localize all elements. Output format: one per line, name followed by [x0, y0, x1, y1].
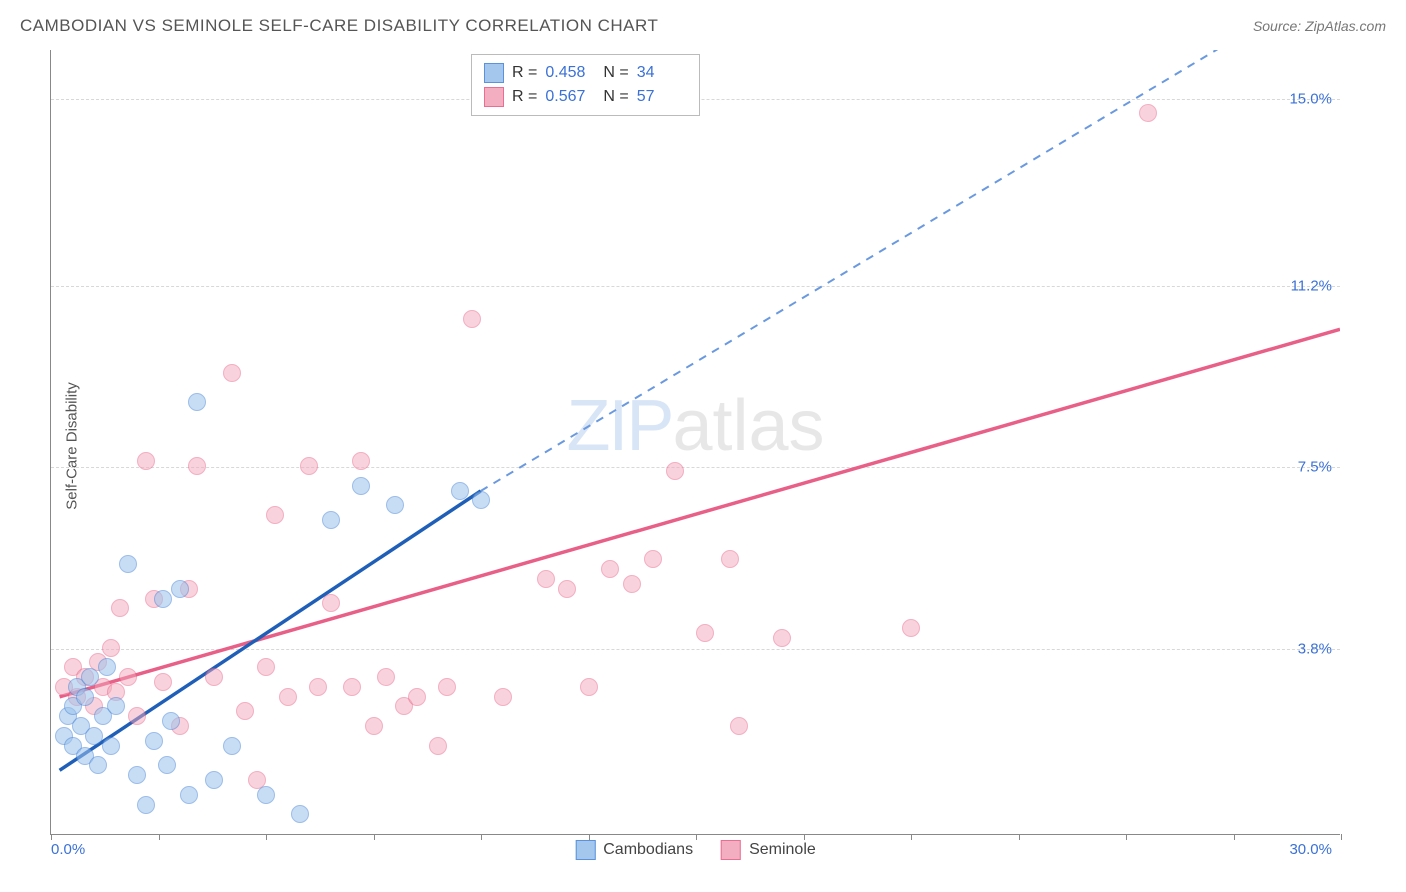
x-tick	[1019, 834, 1020, 840]
scatter-point-cambodians	[154, 590, 172, 608]
scatter-point-seminole	[377, 668, 395, 686]
stats-legend: R = 0.458 N = 34 R = 0.567 N = 57	[471, 54, 700, 116]
scatter-point-seminole	[205, 668, 223, 686]
scatter-point-seminole	[279, 688, 297, 706]
scatter-point-seminole	[111, 599, 129, 617]
watermark: ZIPatlas	[566, 385, 824, 467]
source-credit: Source: ZipAtlas.com	[1253, 18, 1386, 34]
x-tick	[481, 834, 482, 840]
scatter-point-seminole	[721, 550, 739, 568]
scatter-point-cambodians	[386, 496, 404, 514]
x-tick	[159, 834, 160, 840]
scatter-point-cambodians	[128, 766, 146, 784]
x-tick	[911, 834, 912, 840]
scatter-point-seminole	[463, 310, 481, 328]
scatter-point-cambodians	[188, 393, 206, 411]
scatter-point-cambodians	[352, 477, 370, 495]
scatter-point-seminole	[137, 452, 155, 470]
scatter-point-seminole	[580, 678, 598, 696]
scatter-point-cambodians	[322, 511, 340, 529]
swatch-seminole	[484, 87, 504, 107]
legend-swatch-cambodians	[575, 840, 595, 860]
scatter-point-seminole	[257, 658, 275, 676]
scatter-point-seminole	[188, 457, 206, 475]
gridline	[51, 286, 1340, 287]
scatter-point-seminole	[623, 575, 641, 593]
scatter-point-cambodians	[180, 786, 198, 804]
y-tick-label: 15.0%	[1289, 91, 1332, 108]
scatter-point-seminole	[365, 717, 383, 735]
scatter-point-seminole	[154, 673, 172, 691]
legend-label-seminole: Seminole	[749, 841, 816, 859]
scatter-point-seminole	[343, 678, 361, 696]
x-tick	[1341, 834, 1342, 840]
legend-swatch-seminole	[721, 840, 741, 860]
x-max-label: 30.0%	[1289, 841, 1332, 858]
scatter-point-seminole	[408, 688, 426, 706]
scatter-point-cambodians	[291, 805, 309, 823]
scatter-point-cambodians	[171, 580, 189, 598]
scatter-point-seminole	[696, 624, 714, 642]
y-tick-label: 7.5%	[1298, 459, 1332, 476]
scatter-point-seminole	[558, 580, 576, 598]
scatter-point-cambodians	[137, 796, 155, 814]
bottom-legend: Cambodians Seminole	[575, 840, 816, 860]
scatter-point-seminole	[730, 717, 748, 735]
scatter-point-cambodians	[89, 756, 107, 774]
scatter-point-seminole	[438, 678, 456, 696]
scatter-point-seminole	[601, 560, 619, 578]
scatter-point-seminole	[902, 619, 920, 637]
scatter-point-seminole	[102, 639, 120, 657]
scatter-point-seminole	[128, 707, 146, 725]
y-tick-label: 3.8%	[1298, 640, 1332, 657]
scatter-point-cambodians	[76, 688, 94, 706]
scatter-point-seminole	[300, 457, 318, 475]
scatter-point-seminole	[494, 688, 512, 706]
scatter-point-seminole	[322, 594, 340, 612]
scatter-point-seminole	[223, 364, 241, 382]
plot-area: ZIPatlas 3.8% 7.5% 11.2% 15.0% R = 0.458 N …	[50, 50, 1340, 835]
gridline	[51, 467, 1340, 468]
scatter-point-seminole	[119, 668, 137, 686]
scatter-point-seminole	[1139, 104, 1157, 122]
scatter-point-seminole	[266, 506, 284, 524]
gridline	[51, 649, 1340, 650]
scatter-point-seminole	[429, 737, 447, 755]
scatter-point-seminole	[644, 550, 662, 568]
scatter-point-seminole	[773, 629, 791, 647]
scatter-point-seminole	[236, 702, 254, 720]
scatter-point-cambodians	[85, 727, 103, 745]
scatter-point-cambodians	[472, 491, 490, 509]
x-tick	[1126, 834, 1127, 840]
scatter-point-cambodians	[102, 737, 120, 755]
scatter-point-cambodians	[223, 737, 241, 755]
scatter-point-cambodians	[119, 555, 137, 573]
x-tick	[51, 834, 52, 840]
scatter-point-cambodians	[257, 786, 275, 804]
chart-title: CAMBODIAN VS SEMINOLE SELF-CARE DISABILI…	[20, 16, 658, 36]
scatter-point-cambodians	[451, 482, 469, 500]
scatter-point-cambodians	[81, 668, 99, 686]
scatter-point-cambodians	[145, 732, 163, 750]
scatter-point-cambodians	[162, 712, 180, 730]
scatter-point-cambodians	[107, 697, 125, 715]
x-min-label: 0.0%	[51, 841, 85, 858]
scatter-point-cambodians	[98, 658, 116, 676]
x-tick	[266, 834, 267, 840]
scatter-point-cambodians	[158, 756, 176, 774]
scatter-point-seminole	[309, 678, 327, 696]
x-tick	[1234, 834, 1235, 840]
x-tick	[374, 834, 375, 840]
y-tick-label: 11.2%	[1291, 277, 1332, 294]
scatter-point-cambodians	[205, 771, 223, 789]
scatter-point-seminole	[537, 570, 555, 588]
scatter-point-seminole	[666, 462, 684, 480]
legend-label-cambodians: Cambodians	[603, 841, 693, 859]
scatter-point-seminole	[352, 452, 370, 470]
swatch-cambodians	[484, 63, 504, 83]
